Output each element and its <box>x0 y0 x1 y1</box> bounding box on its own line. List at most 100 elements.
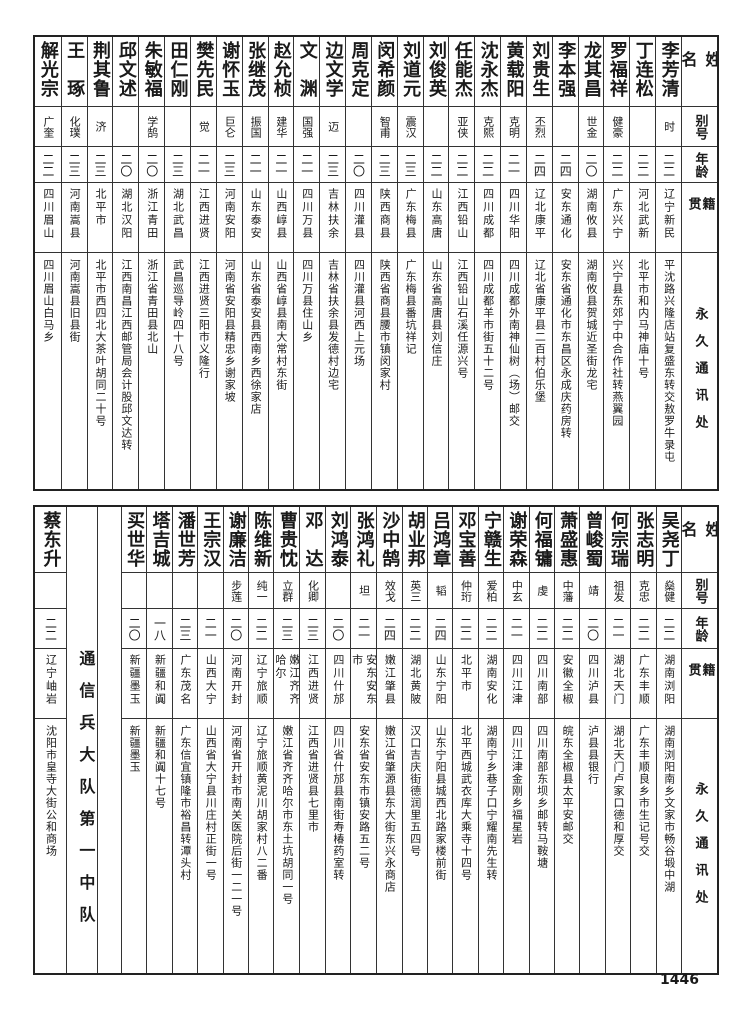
name: 蔡东升 <box>40 511 62 568</box>
alias-cell <box>630 107 656 147</box>
alias: 靖 <box>586 585 600 596</box>
native-cell: 广东茂名 <box>172 649 198 719</box>
address-cell: 安东省通化市东昌区永成庆药房转 <box>553 253 578 489</box>
native-cell: 湖北天门 <box>605 649 631 719</box>
name: 丁连松 <box>632 41 654 98</box>
native-cell: 四川万县 <box>294 183 320 253</box>
table-row: 闵希颜 智甫 二三 陕西商县 陕西省商县腰市镇闵家村 <box>370 37 397 489</box>
native-cell: 嫩江肇县 <box>377 649 402 719</box>
alias: 中藩 <box>561 579 575 602</box>
alias-cell: 迈 <box>320 107 346 147</box>
alias: 济 <box>94 121 108 132</box>
alias: 效戈 <box>383 579 397 602</box>
alias: 中玄 <box>510 579 524 602</box>
age-cell: 二一 <box>190 147 216 183</box>
age: 二三 <box>305 616 320 641</box>
address-cell: 四川省什邡县南街寿椿药室转 <box>326 719 350 973</box>
table-row: 边文学迈二三 吉林扶余 吉林省扶余县发德村边宅 <box>319 37 346 489</box>
age-cell: 二二 <box>529 609 554 649</box>
native-cell: 新疆和阗 <box>147 649 172 719</box>
address-cell: 湖南浏阳南乡文家市畅谷塅中湖 <box>657 719 681 973</box>
address-cell: 兴宁县东郊宁中合作社转燕翼园 <box>604 253 629 489</box>
age: 二二 <box>254 616 269 641</box>
address: 广东丰顺良乡市生记号交 <box>637 725 651 857</box>
name: 买世华 <box>124 511 146 568</box>
header-native: 籍贯 <box>685 197 715 226</box>
name: 谢怀玉 <box>219 41 241 98</box>
name: 解光宗 <box>37 41 59 98</box>
native: 四川华阳 <box>507 188 521 240</box>
table-row: 刘鸿泰 二〇 四川什邡 四川省什邡县南街寿椿药室转 <box>324 507 351 973</box>
address-cell: 新疆墨玉 <box>122 719 146 973</box>
age: 二三 <box>325 152 340 177</box>
age-cell: 二三 <box>216 147 242 183</box>
table-row: 王 琢化璞 二三 河南嵩县 河南嵩县旧县街 <box>60 37 87 489</box>
address: 陕西省商县腰市镇闵家村 <box>378 259 392 391</box>
address: 山东省泰安县西南乡西徐家店 <box>249 259 263 415</box>
address: 江西南昌江西邮管局会计股邱文达转 <box>119 259 133 451</box>
name: 樊先民 <box>193 41 215 98</box>
alias-cell <box>198 573 223 609</box>
age: 二〇 <box>228 616 243 641</box>
alias: 世金 <box>585 115 599 138</box>
age-cell: 二三 <box>87 147 113 183</box>
alias-cell: 仲珩 <box>453 573 478 609</box>
name-cell: 谢廉洁 <box>223 507 248 573</box>
native: 安东安东市 <box>351 654 377 706</box>
table-row: 张鸿礼坦二一 安东安东市 安东省安东市镇安路五二号 <box>350 507 377 973</box>
address: 河南省开封市南关医院后街一二一号 <box>229 725 243 917</box>
age: 二三 <box>377 152 392 177</box>
age: 二三 <box>170 152 185 177</box>
address-cell: 山东宁阳县城西北路家楼前街 <box>428 719 452 973</box>
age-cell: 二一 <box>501 147 526 183</box>
alias-cell <box>121 573 147 609</box>
header-address-cell: 永久通讯处 <box>682 253 717 489</box>
native-cell: 广东丰顺 <box>631 649 656 719</box>
age-cell: 二一 <box>294 147 320 183</box>
table-row: 蔡东升 二二 辽宁岫岩 沈阳市皇寺大街公和商场 <box>34 507 67 973</box>
alias-cell: 世金 <box>578 107 604 147</box>
address-cell: 武昌巡导岭四十八号 <box>165 253 190 489</box>
name: 王 琢 <box>64 41 86 98</box>
table-row: 解光宗 广奎 二二 四川眉山 四川眉山白马乡 <box>34 37 61 489</box>
name: 胡业邦 <box>404 511 426 568</box>
table-row: 任能杰 亚侠 二二 江西铅山 江西铅山石溪任源兴号 <box>448 37 475 489</box>
native-cell: 河南嵩县 <box>61 183 87 253</box>
alias-cell <box>172 573 198 609</box>
table-row: 赵允桢 建华 二一 山西崞县 山西省崞县南大常村东街 <box>267 37 294 489</box>
native: 陕西商县 <box>378 188 392 240</box>
native-cell: 河南安阳 <box>216 183 242 253</box>
age-cell: 二三 <box>61 147 87 183</box>
age-cell: 二〇 <box>121 609 147 649</box>
alias-cell: 中玄 <box>504 573 529 609</box>
native-cell: 江西进贤 <box>300 649 325 719</box>
native: 广东茂名 <box>178 654 192 706</box>
table-row: 萧盛惠 中藩 二二 安徽全椒 皖东全椒县太平安邮交 <box>553 507 580 973</box>
age-cell: 二二 <box>475 147 501 183</box>
name-cell: 黄载阳 <box>501 37 526 107</box>
alias-cell: 亚侠 <box>449 107 475 147</box>
name-cell: 丁连松 <box>630 37 656 107</box>
age-cell: 二四 <box>552 147 578 183</box>
table-row: 朱敏福 学鹄 二〇 浙江青田 浙江省青田县北山 <box>138 37 165 489</box>
name-cell: 刘贵生 <box>526 37 552 107</box>
age: 二二 <box>483 616 498 641</box>
address-cell: 山西省崞县南大常村东街 <box>269 253 294 489</box>
table-row: 张继茂 振国 二一 山东泰安 山东省泰安县西南乡西徐家店 <box>241 37 268 489</box>
name-cell: 邓宝善 <box>453 507 478 573</box>
address-cell: 四川成都羊市街五十二号 <box>475 253 500 489</box>
name-cell: 胡业邦 <box>402 507 427 573</box>
native: 湖南浏阳 <box>662 654 676 706</box>
age: 二一 <box>273 152 288 177</box>
address-cell: 山东省高唐县刘信庄 <box>424 253 449 489</box>
age: 二〇 <box>330 616 345 641</box>
age-cell: 二三 <box>371 147 397 183</box>
address: 河南嵩县旧县街 <box>68 259 82 343</box>
native-cell: 河北武新 <box>630 183 656 253</box>
alias: 化卿 <box>306 579 320 602</box>
name-cell: 周克定 <box>346 37 371 107</box>
table-row: 王宗汉 二一 山西大宁 山西省大宁县川庄村正街一号 <box>197 507 223 973</box>
name-cell: 李芳清 <box>656 37 681 107</box>
native-cell: 安东安东市 <box>351 649 377 719</box>
age: 二二 <box>661 152 676 177</box>
